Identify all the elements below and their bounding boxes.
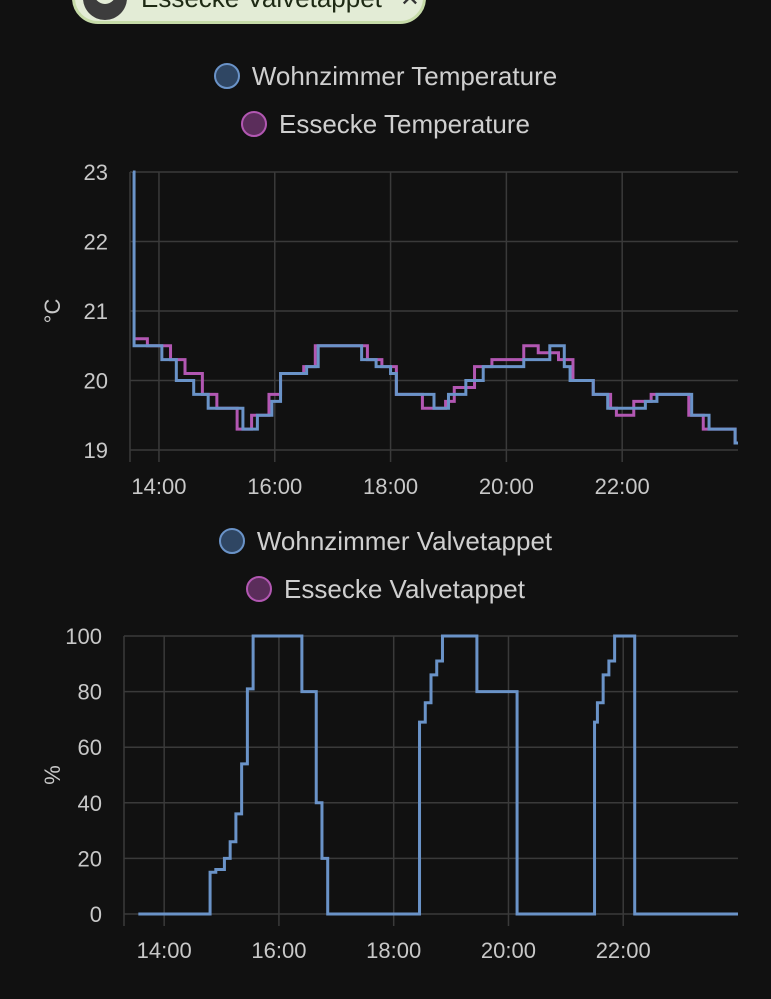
person-avatar-icon	[83, 0, 127, 20]
temperature-legend: Wohnzimmer Temperature Essecke Temperatu…	[0, 52, 771, 148]
legend-swatch-icon	[241, 111, 267, 137]
x-tick-label: 16:00	[247, 474, 302, 499]
series-line	[138, 634, 738, 916]
series-line	[132, 337, 738, 445]
x-tick-label: 18:00	[366, 938, 421, 963]
y-tick-label: 0	[90, 902, 102, 927]
x-tick-label: 14:00	[131, 474, 186, 499]
series-line	[132, 170, 738, 445]
y-tick-label: 20	[84, 369, 108, 394]
filter-chip[interactable]: Essecke Valvetappet ✕	[72, 0, 426, 24]
x-tick-label: 22:00	[596, 938, 651, 963]
y-tick-label: 100	[65, 624, 102, 649]
y-tick-label: 60	[78, 735, 102, 760]
legend-swatch-icon	[218, 528, 245, 554]
y-tick-label: 22	[84, 230, 108, 255]
legend-item[interactable]: Wohnzimmer Temperature	[0, 52, 771, 100]
legend-label: Essecke Temperature	[279, 108, 530, 139]
valve-legend: Wohnzimmer Valvetappet Essecke Valvetapp…	[0, 517, 771, 613]
y-tick-label: 21	[84, 299, 108, 324]
legend-label: Essecke Valvetappet	[284, 573, 525, 604]
chip-label: Essecke Valvetappet	[141, 0, 382, 14]
x-tick-label: 16:00	[251, 938, 306, 963]
valve-chart: 0 20 40 60 80 100 14:00 16:00 18:00 20:00 22:00%	[40, 624, 738, 963]
y-axis-label: °C	[40, 299, 65, 324]
x-tick-label: 20:00	[479, 474, 534, 499]
x-tick-label: 14:00	[137, 938, 192, 963]
y-axis-label: %	[40, 765, 65, 785]
x-tick-label: 18:00	[363, 474, 418, 499]
legend-item[interactable]: Essecke Valvetappet	[0, 565, 771, 613]
y-tick-label: 20	[78, 846, 102, 871]
temperature-chart: 19 20 21 22 23 14:00 16:00 18:00 20:00 22:00 °C	[40, 160, 738, 499]
legend-label: Wohnzimmer Valvetappet	[256, 525, 553, 556]
legend-item[interactable]: Wohnzimmer Valvetappet	[0, 517, 771, 565]
legend-swatch-icon	[213, 63, 240, 89]
legend-label: Wohnzimmer Temperature	[251, 60, 558, 91]
y-tick-label: 80	[78, 680, 102, 705]
x-tick-label: 22:00	[595, 474, 650, 499]
y-tick-label: 23	[84, 160, 108, 185]
y-tick-label: 19	[84, 438, 108, 463]
y-tick-label: 40	[78, 791, 102, 816]
legend-item[interactable]: Essecke Temperature	[0, 100, 771, 148]
legend-swatch-icon	[246, 576, 273, 602]
close-icon[interactable]: ✕	[400, 0, 420, 13]
x-tick-label: 20:00	[481, 938, 536, 963]
